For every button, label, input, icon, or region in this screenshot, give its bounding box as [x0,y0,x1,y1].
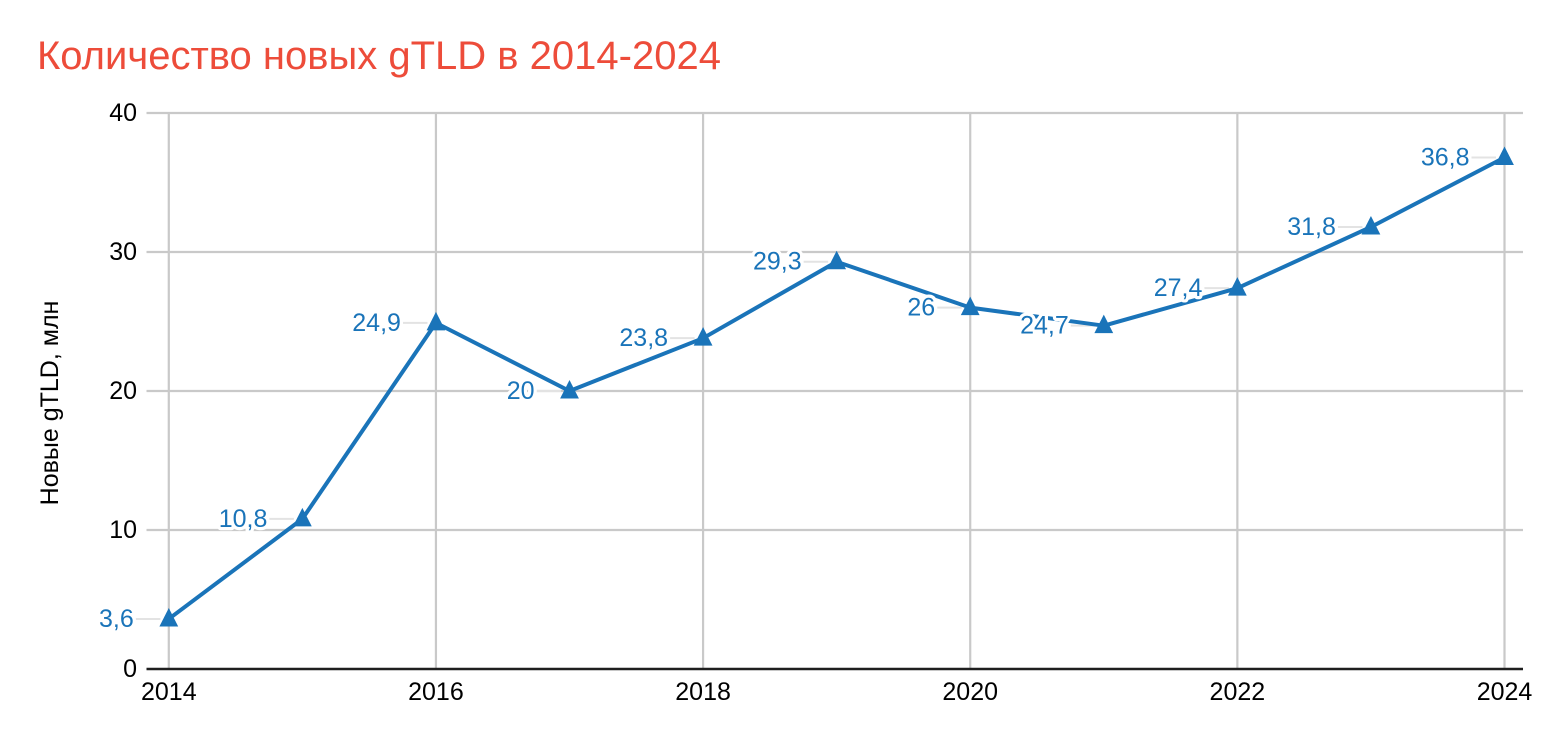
data-point-marker[interactable] [560,380,579,399]
x-tick-label: 2024 [1477,678,1533,706]
data-point-label: 24,9 [352,309,401,337]
data-point-label: 31,8 [1287,213,1336,241]
data-point-marker[interactable] [693,327,713,346]
chart-title: Количество новых gTLD в 2014-2024 [37,34,721,78]
data-point-label: 3,6 [99,605,134,633]
data-point-label: 26 [907,294,935,322]
x-tick-label: 2018 [675,678,731,706]
y-tick-label: 10 [109,516,137,544]
data-point-marker[interactable] [159,607,179,627]
y-tick-label: 20 [109,377,137,405]
y-tick-label: 0 [123,655,137,683]
y-tick-label: 30 [109,238,137,266]
y-tick-label: 40 [109,99,137,127]
data-point-marker[interactable] [1495,146,1514,165]
data-point-marker[interactable] [827,250,847,270]
x-tick-label: 2016 [408,678,464,706]
data-point-marker[interactable] [1361,215,1381,235]
data-point-label: 20 [507,377,535,405]
data-point-label: 23,8 [619,324,668,352]
x-tick-label: 2020 [942,678,998,706]
data-point-label: 36,8 [1421,143,1470,171]
data-point-marker[interactable] [1094,314,1114,334]
data-point-marker[interactable] [1227,277,1247,296]
data-point-label: 27,4 [1154,274,1203,302]
data-point-label: 29,3 [753,248,802,276]
data-point-marker[interactable] [426,311,446,331]
y-axis-title: Новые gTLD, млн [36,301,64,506]
x-tick-label: 2022 [1210,678,1266,706]
data-point-label: 10,8 [219,505,268,533]
data-point-label: 24,7 [1020,312,1069,340]
data-point-marker[interactable] [960,296,980,316]
x-tick-label: 2014 [141,678,197,706]
data-point-marker[interactable] [292,507,312,527]
